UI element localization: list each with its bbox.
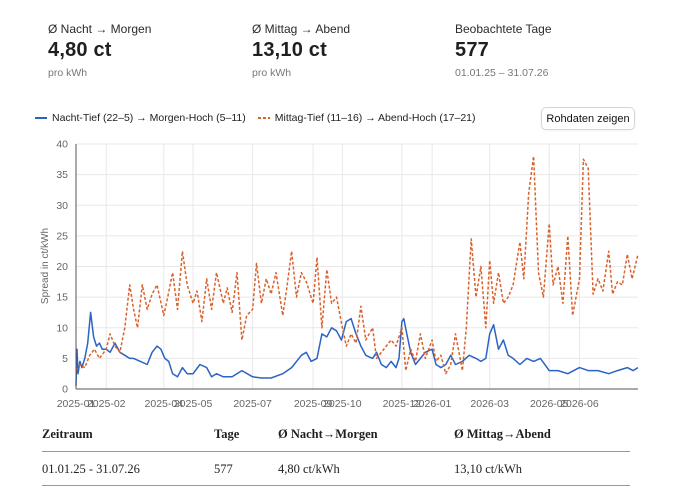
chart-legend: Nacht-Tief (22–5) → Morgen-Hoch (5–11) M… <box>35 112 488 124</box>
x-tick-label: 2025-04 <box>145 398 184 410</box>
show-raw-data-button[interactable]: Rohdaten zeigen <box>541 107 635 130</box>
legend-item-midday-evening[interactable]: Mittag-Tief (11–16) → Abend-Hoch (17–21) <box>257 112 476 124</box>
legend-label: Mittag-Tief (11–16) → Abend-Hoch (17–21) <box>274 112 476 124</box>
y-tick-label: 15 <box>56 292 68 304</box>
legend-line-solid-icon <box>35 117 47 119</box>
y-tick-label: 0 <box>62 384 68 396</box>
stat-midday-evening: Ø Mittag → Abend 13,10 ct pro kWh <box>252 22 350 79</box>
stat-value: 577 <box>455 39 489 61</box>
x-tick-label: 2025-09 <box>294 398 333 410</box>
stat-date-range: 01.01.25 – 31.07.26 <box>455 67 549 79</box>
stat-unit: pro kWh <box>48 67 88 79</box>
y-tick-label: 10 <box>56 322 68 334</box>
x-tick-label: 2025-10 <box>323 398 362 410</box>
x-tick-label: 2026-05 <box>530 398 569 410</box>
stat-value: 13,10 ct <box>252 39 327 61</box>
column-header: Ø Nacht→Morgen <box>278 423 454 452</box>
stat-night-morning: Ø Nacht → Morgen 4,80 ct pro kWh <box>48 22 151 79</box>
table-cell: 577 <box>214 451 278 486</box>
column-header: Zeitraum <box>42 423 214 452</box>
series-line-night-morning <box>75 311 639 386</box>
x-tick-label: 2025-02 <box>87 398 126 410</box>
column-header: Ø Mittag→Abend <box>454 423 630 452</box>
stat-value: 4,80 ct <box>48 39 112 61</box>
summary-table: Zeitraum Tage Ø Nacht→Morgen Ø Mittag→Ab… <box>42 423 630 486</box>
chart-grid <box>75 143 638 389</box>
x-tick-label: 2025-07 <box>233 398 272 410</box>
legend-line-dashed-icon <box>257 117 270 119</box>
y-axis-label: Spread in ct/kWh <box>40 228 51 304</box>
legend-item-night-morning[interactable]: Nacht-Tief (22–5) → Morgen-Hoch (5–11) <box>35 112 246 124</box>
x-tick-label: 2025-01 <box>57 398 96 410</box>
x-tick-label: 2026-01 <box>413 398 452 410</box>
stat-observed-days: Beobachtete Tage 577 01.01.25 – 31.07.26 <box>455 22 552 79</box>
table-cell: 4,80 ct/kWh <box>278 451 454 486</box>
stat-unit: pro kWh <box>252 67 292 79</box>
y-tick-label: 25 <box>56 230 68 242</box>
column-header: Tage <box>214 423 278 452</box>
x-tick-label: 2026-03 <box>470 398 509 410</box>
legend-label: Nacht-Tief (22–5) → Morgen-Hoch (5–11) <box>52 112 246 124</box>
table-cell: 13,10 ct/kWh <box>454 451 630 486</box>
table-header-row: Zeitraum Tage Ø Nacht→Morgen Ø Mittag→Ab… <box>42 423 630 452</box>
x-tick-label: 2025-12 <box>383 398 422 410</box>
table-row: 01.01.25 - 31.07.26 577 4,80 ct/kWh 13,1… <box>42 451 630 486</box>
y-tick-label: 40 <box>56 139 68 151</box>
y-tick-label: 20 <box>56 261 68 273</box>
stat-label: Beobachtete Tage <box>455 22 552 36</box>
x-tick-label: 2026-06 <box>560 398 599 410</box>
stat-label: Ø Mittag → Abend <box>252 22 351 36</box>
y-tick-label: 5 <box>62 353 68 365</box>
y-axis-ticks: 0 5 10 15 20 25 30 35 40 <box>56 139 68 396</box>
stat-label: Ø Nacht → Morgen <box>48 22 152 36</box>
y-tick-label: 30 <box>56 200 68 212</box>
chart-series <box>75 155 639 386</box>
table-cell: 01.01.25 - 31.07.26 <box>42 451 214 486</box>
series-line-midday-evening <box>75 155 639 375</box>
x-tick-label: 2025-05 <box>174 398 213 410</box>
y-tick-label: 35 <box>56 169 68 181</box>
